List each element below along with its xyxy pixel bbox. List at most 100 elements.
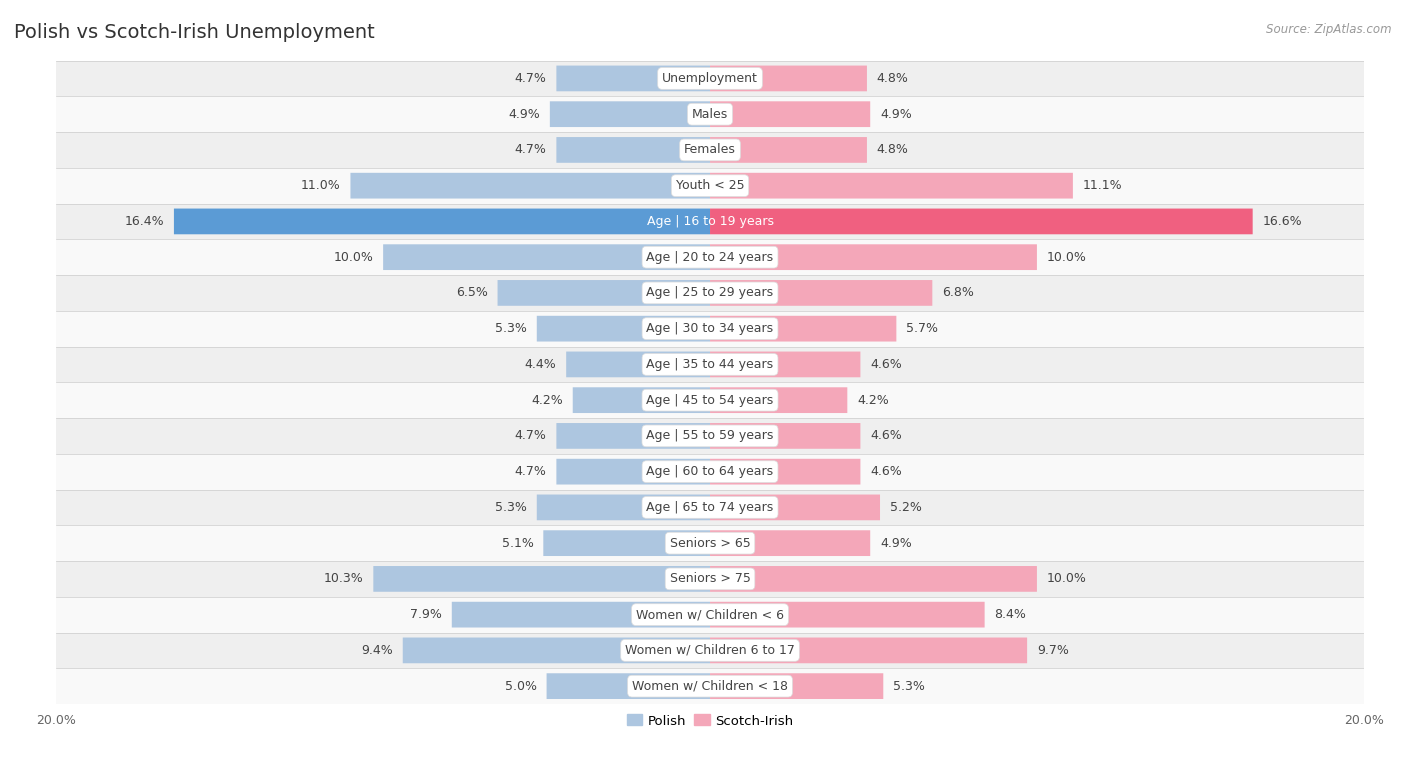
Text: 10.0%: 10.0% — [333, 251, 374, 263]
Bar — [56, 668, 1364, 704]
Legend: Polish, Scotch-Irish: Polish, Scotch-Irish — [621, 709, 799, 733]
FancyBboxPatch shape — [382, 245, 710, 270]
Text: 5.0%: 5.0% — [505, 680, 537, 693]
Text: Seniors > 65: Seniors > 65 — [669, 537, 751, 550]
Text: Age | 16 to 19 years: Age | 16 to 19 years — [647, 215, 773, 228]
FancyBboxPatch shape — [710, 208, 1253, 235]
Text: 4.7%: 4.7% — [515, 72, 547, 85]
Bar — [56, 96, 1364, 132]
Text: 4.6%: 4.6% — [870, 465, 903, 478]
FancyBboxPatch shape — [567, 351, 710, 377]
Text: 4.7%: 4.7% — [515, 143, 547, 157]
FancyBboxPatch shape — [174, 208, 710, 235]
FancyBboxPatch shape — [710, 459, 860, 484]
Bar — [56, 633, 1364, 668]
Bar — [56, 453, 1364, 490]
Text: 9.7%: 9.7% — [1038, 644, 1069, 657]
Bar — [56, 168, 1364, 204]
Text: 8.4%: 8.4% — [994, 608, 1026, 621]
FancyBboxPatch shape — [557, 137, 710, 163]
Text: 10.0%: 10.0% — [1046, 572, 1087, 585]
FancyBboxPatch shape — [710, 566, 1038, 592]
Bar — [56, 418, 1364, 453]
Text: Males: Males — [692, 107, 728, 120]
FancyBboxPatch shape — [710, 423, 860, 449]
FancyBboxPatch shape — [710, 316, 897, 341]
Text: Age | 55 to 59 years: Age | 55 to 59 years — [647, 429, 773, 442]
Text: Age | 20 to 24 years: Age | 20 to 24 years — [647, 251, 773, 263]
Text: 4.7%: 4.7% — [515, 465, 547, 478]
Text: 4.6%: 4.6% — [870, 429, 903, 442]
Text: 4.6%: 4.6% — [870, 358, 903, 371]
Text: Women w/ Children < 18: Women w/ Children < 18 — [633, 680, 787, 693]
FancyBboxPatch shape — [710, 602, 984, 628]
Text: Polish vs Scotch-Irish Unemployment: Polish vs Scotch-Irish Unemployment — [14, 23, 375, 42]
Text: 10.3%: 10.3% — [323, 572, 364, 585]
FancyBboxPatch shape — [350, 173, 710, 198]
Text: 16.6%: 16.6% — [1263, 215, 1302, 228]
Text: 4.4%: 4.4% — [524, 358, 557, 371]
FancyBboxPatch shape — [557, 66, 710, 92]
Bar — [56, 275, 1364, 311]
Text: 7.9%: 7.9% — [411, 608, 441, 621]
Bar — [56, 382, 1364, 418]
FancyBboxPatch shape — [451, 602, 710, 628]
Text: Unemployment: Unemployment — [662, 72, 758, 85]
FancyBboxPatch shape — [402, 637, 710, 663]
Text: Age | 30 to 34 years: Age | 30 to 34 years — [647, 322, 773, 335]
FancyBboxPatch shape — [710, 637, 1028, 663]
Bar — [56, 597, 1364, 633]
Text: 4.9%: 4.9% — [509, 107, 540, 120]
Text: 4.8%: 4.8% — [877, 143, 908, 157]
FancyBboxPatch shape — [547, 673, 710, 699]
Bar — [56, 347, 1364, 382]
Text: 4.9%: 4.9% — [880, 107, 911, 120]
Text: 5.3%: 5.3% — [893, 680, 925, 693]
Text: Source: ZipAtlas.com: Source: ZipAtlas.com — [1267, 23, 1392, 36]
Text: 5.1%: 5.1% — [502, 537, 533, 550]
FancyBboxPatch shape — [710, 245, 1038, 270]
Bar — [56, 239, 1364, 275]
Text: 5.2%: 5.2% — [890, 501, 922, 514]
Text: 11.1%: 11.1% — [1083, 179, 1122, 192]
FancyBboxPatch shape — [710, 494, 880, 520]
FancyBboxPatch shape — [710, 388, 848, 413]
Text: Seniors > 75: Seniors > 75 — [669, 572, 751, 585]
FancyBboxPatch shape — [710, 673, 883, 699]
Text: 6.8%: 6.8% — [942, 286, 974, 300]
Text: 5.7%: 5.7% — [905, 322, 938, 335]
FancyBboxPatch shape — [543, 531, 710, 556]
Text: Women w/ Children < 6: Women w/ Children < 6 — [636, 608, 785, 621]
Text: 6.5%: 6.5% — [456, 286, 488, 300]
Text: 4.8%: 4.8% — [877, 72, 908, 85]
Text: Age | 35 to 44 years: Age | 35 to 44 years — [647, 358, 773, 371]
FancyBboxPatch shape — [572, 388, 710, 413]
Bar — [56, 311, 1364, 347]
Text: 5.3%: 5.3% — [495, 501, 527, 514]
FancyBboxPatch shape — [537, 494, 710, 520]
Text: 4.2%: 4.2% — [858, 394, 889, 407]
Bar — [56, 561, 1364, 597]
Text: 16.4%: 16.4% — [125, 215, 165, 228]
FancyBboxPatch shape — [710, 531, 870, 556]
Text: Women w/ Children 6 to 17: Women w/ Children 6 to 17 — [626, 644, 794, 657]
FancyBboxPatch shape — [710, 351, 860, 377]
Text: 10.0%: 10.0% — [1046, 251, 1087, 263]
FancyBboxPatch shape — [550, 101, 710, 127]
Bar — [56, 525, 1364, 561]
Text: 4.2%: 4.2% — [531, 394, 562, 407]
Bar — [56, 490, 1364, 525]
Text: 11.0%: 11.0% — [301, 179, 340, 192]
FancyBboxPatch shape — [498, 280, 710, 306]
Text: 4.9%: 4.9% — [880, 537, 911, 550]
Text: 4.7%: 4.7% — [515, 429, 547, 442]
Bar — [56, 204, 1364, 239]
Text: 5.3%: 5.3% — [495, 322, 527, 335]
FancyBboxPatch shape — [710, 280, 932, 306]
FancyBboxPatch shape — [710, 137, 868, 163]
Text: Youth < 25: Youth < 25 — [676, 179, 744, 192]
Text: 9.4%: 9.4% — [361, 644, 392, 657]
FancyBboxPatch shape — [710, 66, 868, 92]
FancyBboxPatch shape — [557, 423, 710, 449]
Text: Age | 45 to 54 years: Age | 45 to 54 years — [647, 394, 773, 407]
